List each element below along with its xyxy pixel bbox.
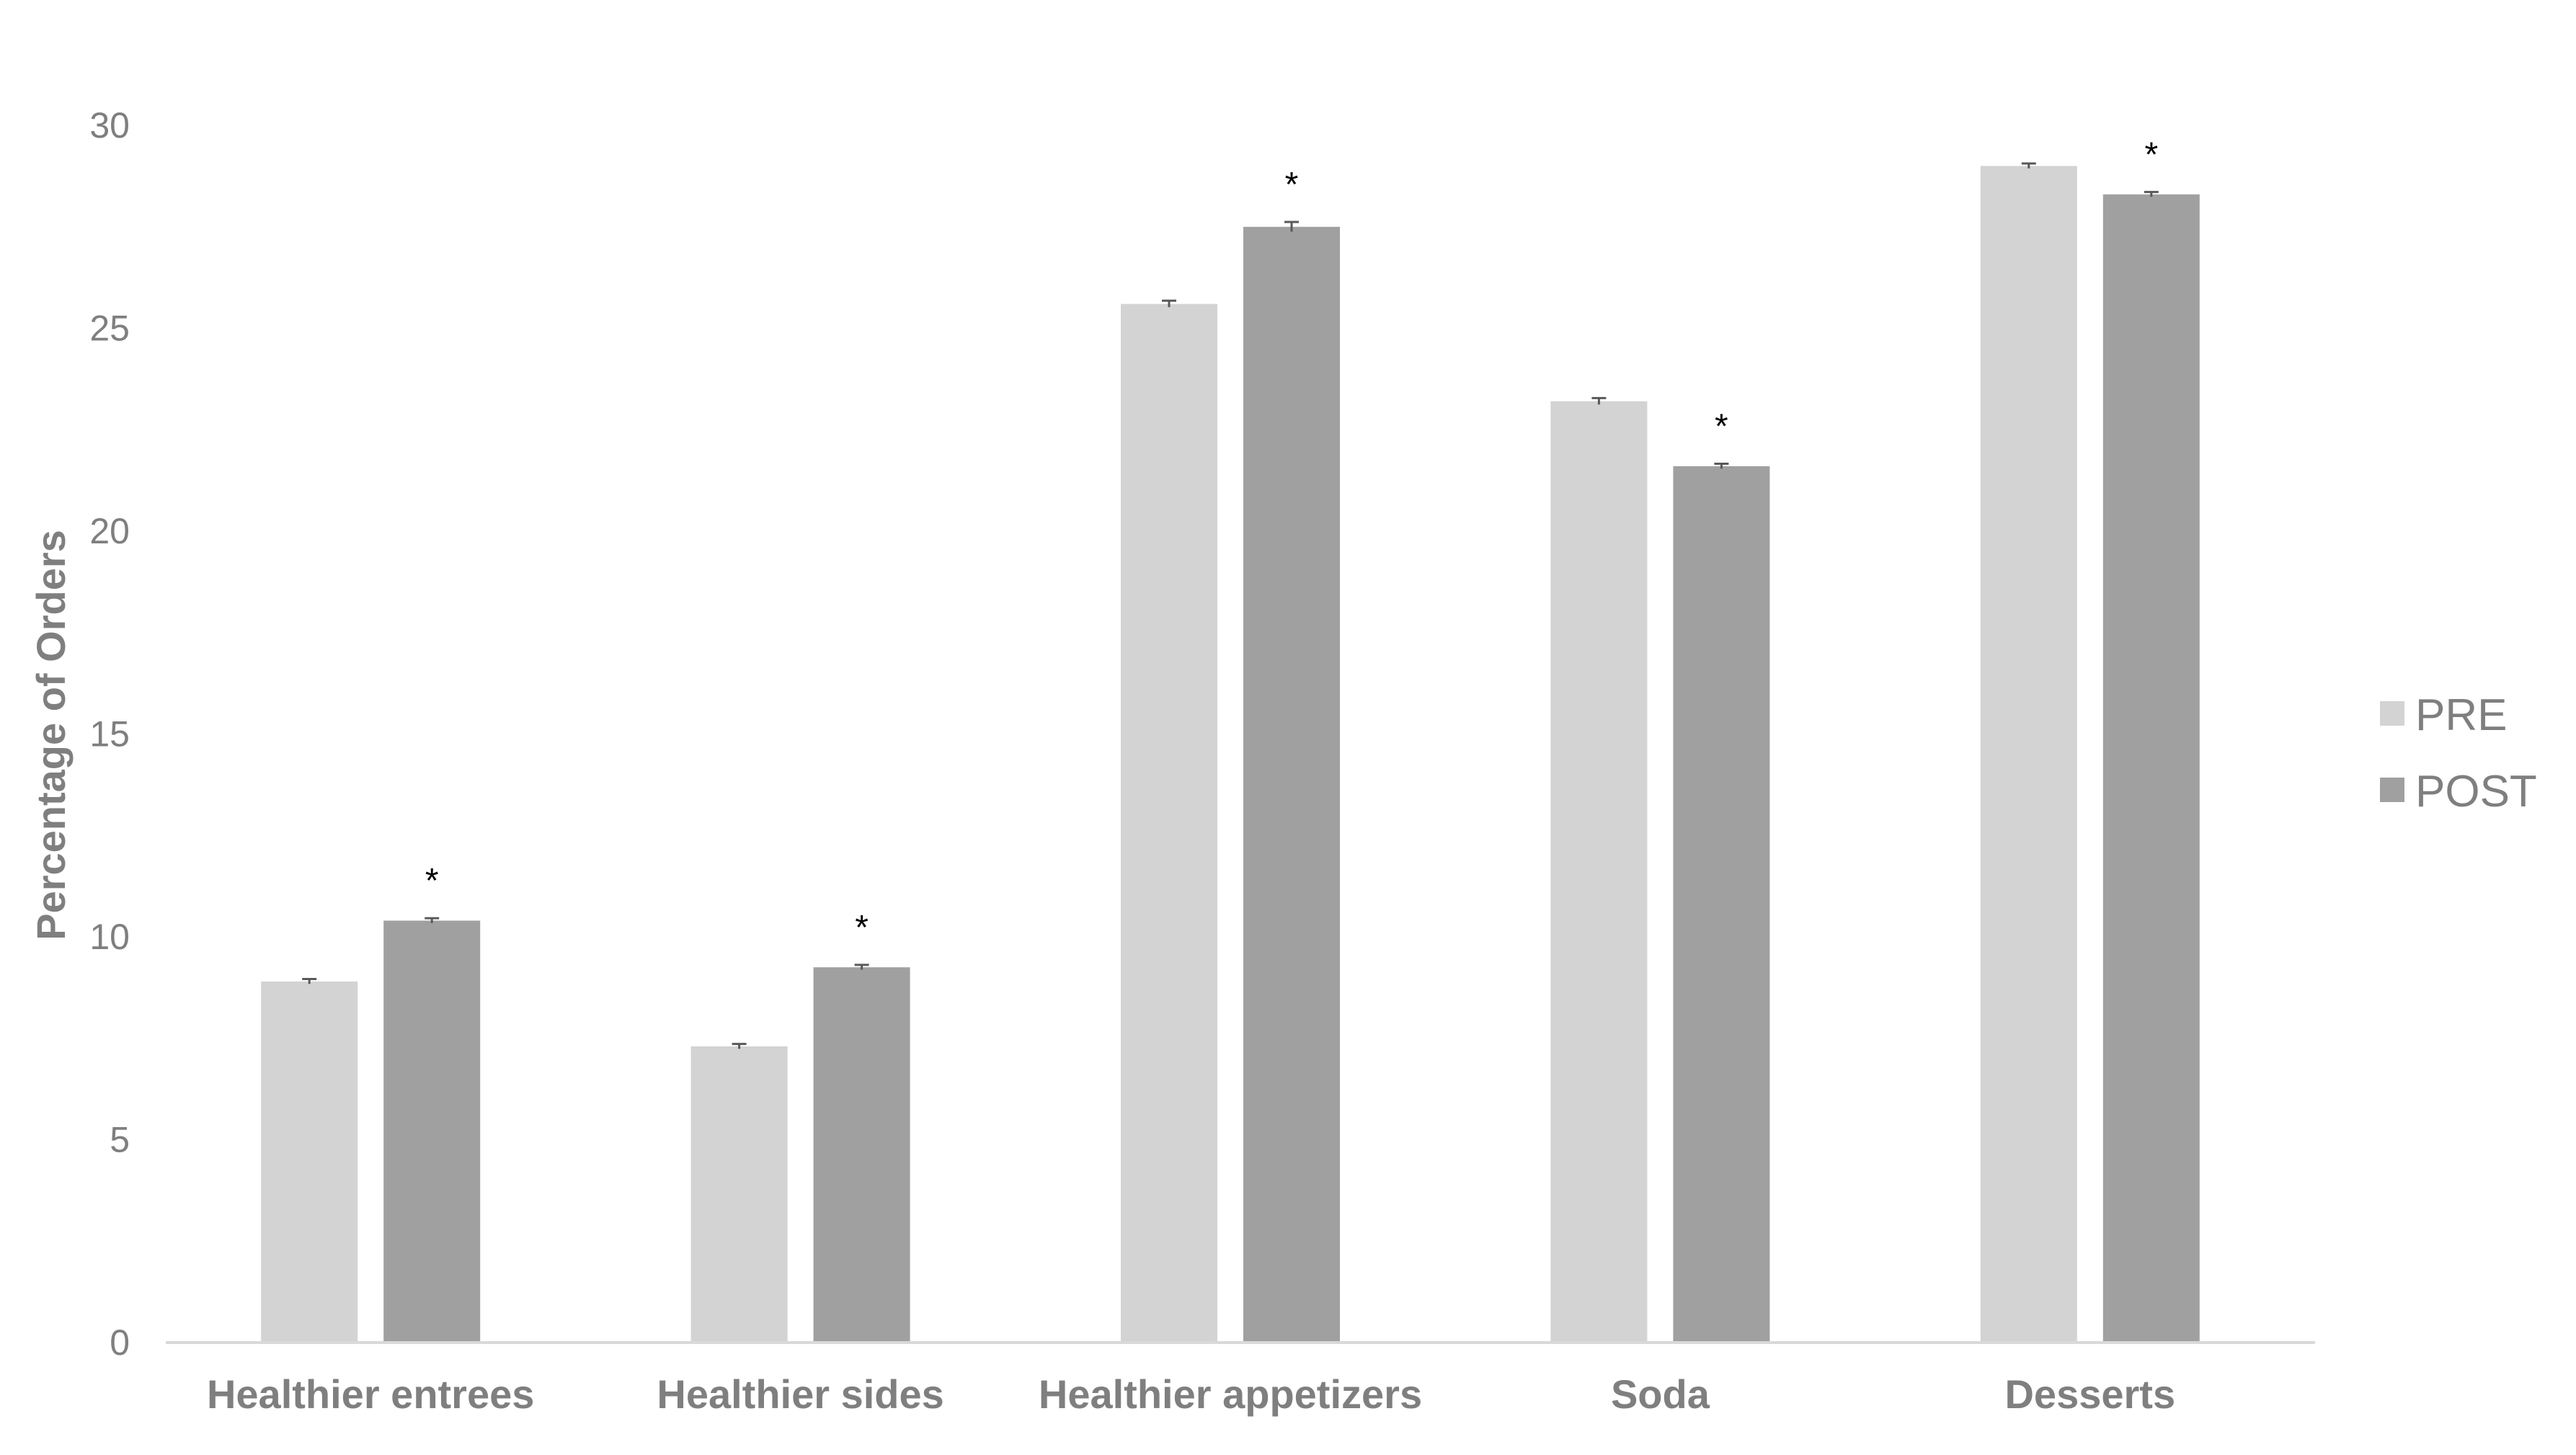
x-axis-labels: Healthier entrees Healthier sides Healthie… [207, 1371, 2175, 1417]
legend-swatch-pre [2380, 701, 2404, 726]
bar-pre [261, 981, 358, 1343]
bar-pre [1121, 303, 1217, 1343]
bar-post [813, 967, 910, 1343]
legend-swatch-post [2380, 778, 2404, 802]
significance-marker: * [855, 909, 869, 947]
bar-pre [1550, 401, 1648, 1343]
x-category-label: Desserts [2004, 1371, 2175, 1417]
y-tick-label: 30 [89, 105, 130, 146]
x-category-label: Healthier appetizers [1039, 1371, 1422, 1417]
significance-marker: * [1715, 408, 1728, 446]
y-tick-label: 10 [89, 917, 130, 957]
x-category-label: Healthier entrees [207, 1371, 534, 1417]
bar-post [2102, 194, 2200, 1343]
y-tick-label: 15 [89, 714, 130, 755]
y-tick-label: 5 [110, 1120, 130, 1160]
y-axis-ticks: 0 5 10 15 20 25 30 [89, 105, 130, 1363]
legend-label-post: POST [2415, 767, 2537, 817]
y-tick-label: 0 [110, 1322, 130, 1363]
significance-marker: * [1285, 166, 1299, 204]
bar-pre [690, 1046, 788, 1343]
bar-pre [1980, 166, 2077, 1343]
bar-post [1243, 226, 1340, 1343]
x-category-label: Healthier sides [657, 1371, 943, 1417]
legend-label-pre: PRE [2415, 690, 2507, 740]
bar-post [383, 920, 481, 1343]
y-axis-title: Percentage of Orders [28, 530, 74, 940]
legend: PRE POST [2380, 690, 2537, 817]
y-tick-label: 20 [89, 511, 130, 551]
bars: * * * * * [261, 135, 2200, 1343]
y-tick-label: 25 [89, 308, 130, 349]
bar-post [1673, 466, 1770, 1343]
significance-marker: * [425, 862, 439, 900]
significance-marker: * [2144, 135, 2158, 174]
x-category-label: Soda [1611, 1371, 1710, 1417]
